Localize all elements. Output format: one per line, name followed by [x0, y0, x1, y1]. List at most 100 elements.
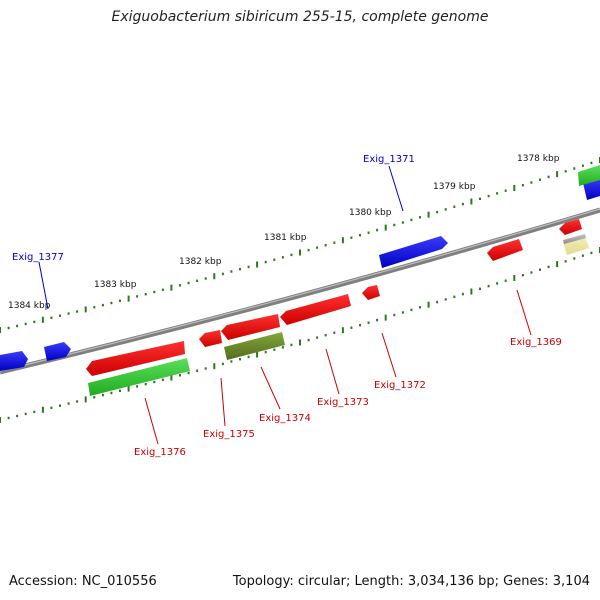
scale-major-tick: [213, 363, 216, 370]
gene-label-exig-1371[interactable]: Exig_1371: [363, 154, 415, 165]
scale-major-tick: [513, 275, 516, 281]
scale-major-tick: [256, 261, 259, 268]
scale-minor-tick: [204, 367, 207, 370]
gene-label-exig-1377[interactable]: Exig_1377: [12, 252, 64, 263]
gene-feature[interactable]: [487, 239, 523, 261]
scale-minor-tick: [573, 257, 576, 260]
scale-minor-tick: [530, 181, 533, 184]
gene-feature[interactable]: [578, 165, 600, 186]
gene-label-exig-1369[interactable]: Exig_1369: [510, 337, 562, 348]
scale-major-tick: [384, 224, 387, 231]
gene-label-exig-1376[interactable]: Exig_1376: [134, 447, 186, 458]
gene-label-exig-1372[interactable]: Exig_1372: [374, 380, 426, 391]
scale-minor-tick: [50, 406, 53, 409]
callout-line-exig-1371: [388, 165, 404, 212]
scale-minor-tick: [161, 288, 164, 291]
scale-minor-tick: [479, 197, 481, 200]
scale-minor-tick: [307, 338, 310, 342]
scale-major-tick: [470, 288, 473, 295]
scale-minor-tick: [187, 281, 190, 285]
gene-feature[interactable]: [224, 332, 285, 360]
gene-feature[interactable]: [362, 285, 380, 300]
scale-minor-tick: [24, 412, 27, 416]
scale-minor-tick: [221, 272, 224, 276]
scale-minor-tick: [16, 414, 19, 418]
callout-line-exig-1369: [516, 289, 532, 336]
scale-major-tick: [341, 237, 344, 244]
gene-feature[interactable]: [86, 341, 185, 376]
scale-major-tick: [513, 185, 516, 191]
scale-minor-tick: [93, 306, 96, 309]
callout-line-exig-1372: [381, 332, 397, 378]
gene-feature[interactable]: [221, 314, 280, 340]
scale-minor-tick: [204, 277, 207, 280]
scale-minor-tick: [230, 270, 233, 273]
gene-feature[interactable]: [44, 342, 71, 361]
scale-minor-tick: [136, 295, 139, 298]
scale-minor-tick: [376, 228, 379, 232]
scale-minor-tick: [93, 396, 96, 399]
kbp-label-1378: 1378 kbp: [517, 154, 560, 164]
scale-minor-tick: [487, 194, 490, 198]
scale-major-tick: [41, 316, 44, 323]
scale-minor-tick: [290, 253, 293, 257]
genome-backbone-highlight: [0, 208, 600, 372]
gene-feature[interactable]: [280, 294, 351, 325]
scale-major-tick: [470, 198, 473, 205]
scale-major-tick: [170, 374, 173, 381]
scale-minor-tick: [179, 284, 181, 287]
inner-scale-ring: [0, 247, 600, 423]
scale-minor-tick: [153, 290, 156, 294]
scale-minor-tick: [16, 324, 19, 328]
scale-minor-tick: [436, 300, 439, 304]
scale-minor-tick: [119, 299, 121, 302]
scale-minor-tick: [564, 170, 567, 173]
scale-minor-tick: [187, 371, 190, 375]
scale-minor-tick: [144, 293, 147, 296]
scale-minor-tick: [196, 369, 199, 372]
scale-major-tick: [170, 284, 173, 291]
scale-minor-tick: [410, 308, 413, 312]
scale-minor-tick: [144, 383, 147, 386]
scale-minor-tick: [239, 268, 241, 271]
callout-line-exig-1376: [144, 397, 159, 445]
callout-line-exig-1377: [38, 261, 49, 310]
scale-minor-tick: [333, 331, 336, 334]
kbp-label-1380: 1380 kbp: [349, 208, 392, 218]
scale-minor-tick: [110, 391, 113, 395]
scale-minor-tick: [350, 236, 353, 239]
kbp-label-1384: 1384 kbp: [8, 301, 51, 311]
scale-minor-tick: [479, 287, 481, 290]
gene-feature[interactable]: [559, 219, 582, 235]
scale-minor-tick: [419, 306, 421, 309]
scale-minor-tick: [367, 231, 370, 234]
scale-minor-tick: [101, 393, 104, 397]
gene-label-exig-1374[interactable]: Exig_1374: [259, 413, 311, 424]
gene-feature[interactable]: [0, 351, 28, 371]
scale-minor-tick: [496, 192, 499, 195]
gene-label-exig-1373[interactable]: Exig_1373: [317, 397, 369, 408]
scale-minor-tick: [119, 389, 121, 392]
genome-summary-text: Topology: circular; Length: 3,034,136 bp…: [232, 574, 590, 589]
scale-minor-tick: [453, 295, 456, 298]
scale-major-tick: [0, 327, 1, 333]
gene-feature[interactable]: [199, 330, 222, 347]
scale-major-tick: [127, 295, 130, 302]
scale-minor-tick: [359, 234, 361, 237]
kbp-label-1381: 1381 kbp: [264, 233, 307, 243]
gene-feature[interactable]: [379, 236, 448, 268]
map-title: Exiguobacterium sibiricum 255-15, comple…: [111, 9, 489, 25]
scale-minor-tick: [590, 161, 593, 165]
scale-minor-tick: [161, 378, 164, 381]
scale-minor-tick: [401, 311, 404, 314]
scale-minor-tick: [573, 167, 576, 170]
gene-feature[interactable]: [563, 234, 586, 244]
scale-minor-tick: [316, 336, 319, 339]
gene-label-exig-1375[interactable]: Exig_1375: [203, 429, 255, 440]
scale-minor-tick: [444, 298, 447, 301]
scale-minor-tick: [273, 348, 276, 351]
gene-feature[interactable]: [88, 358, 190, 396]
scale-major-tick: [299, 339, 301, 346]
kbp-labels: 1378 kbp 1379 kbp 1380 kbp 1381 kbp 1382…: [8, 154, 560, 311]
scale-minor-tick: [230, 360, 233, 363]
